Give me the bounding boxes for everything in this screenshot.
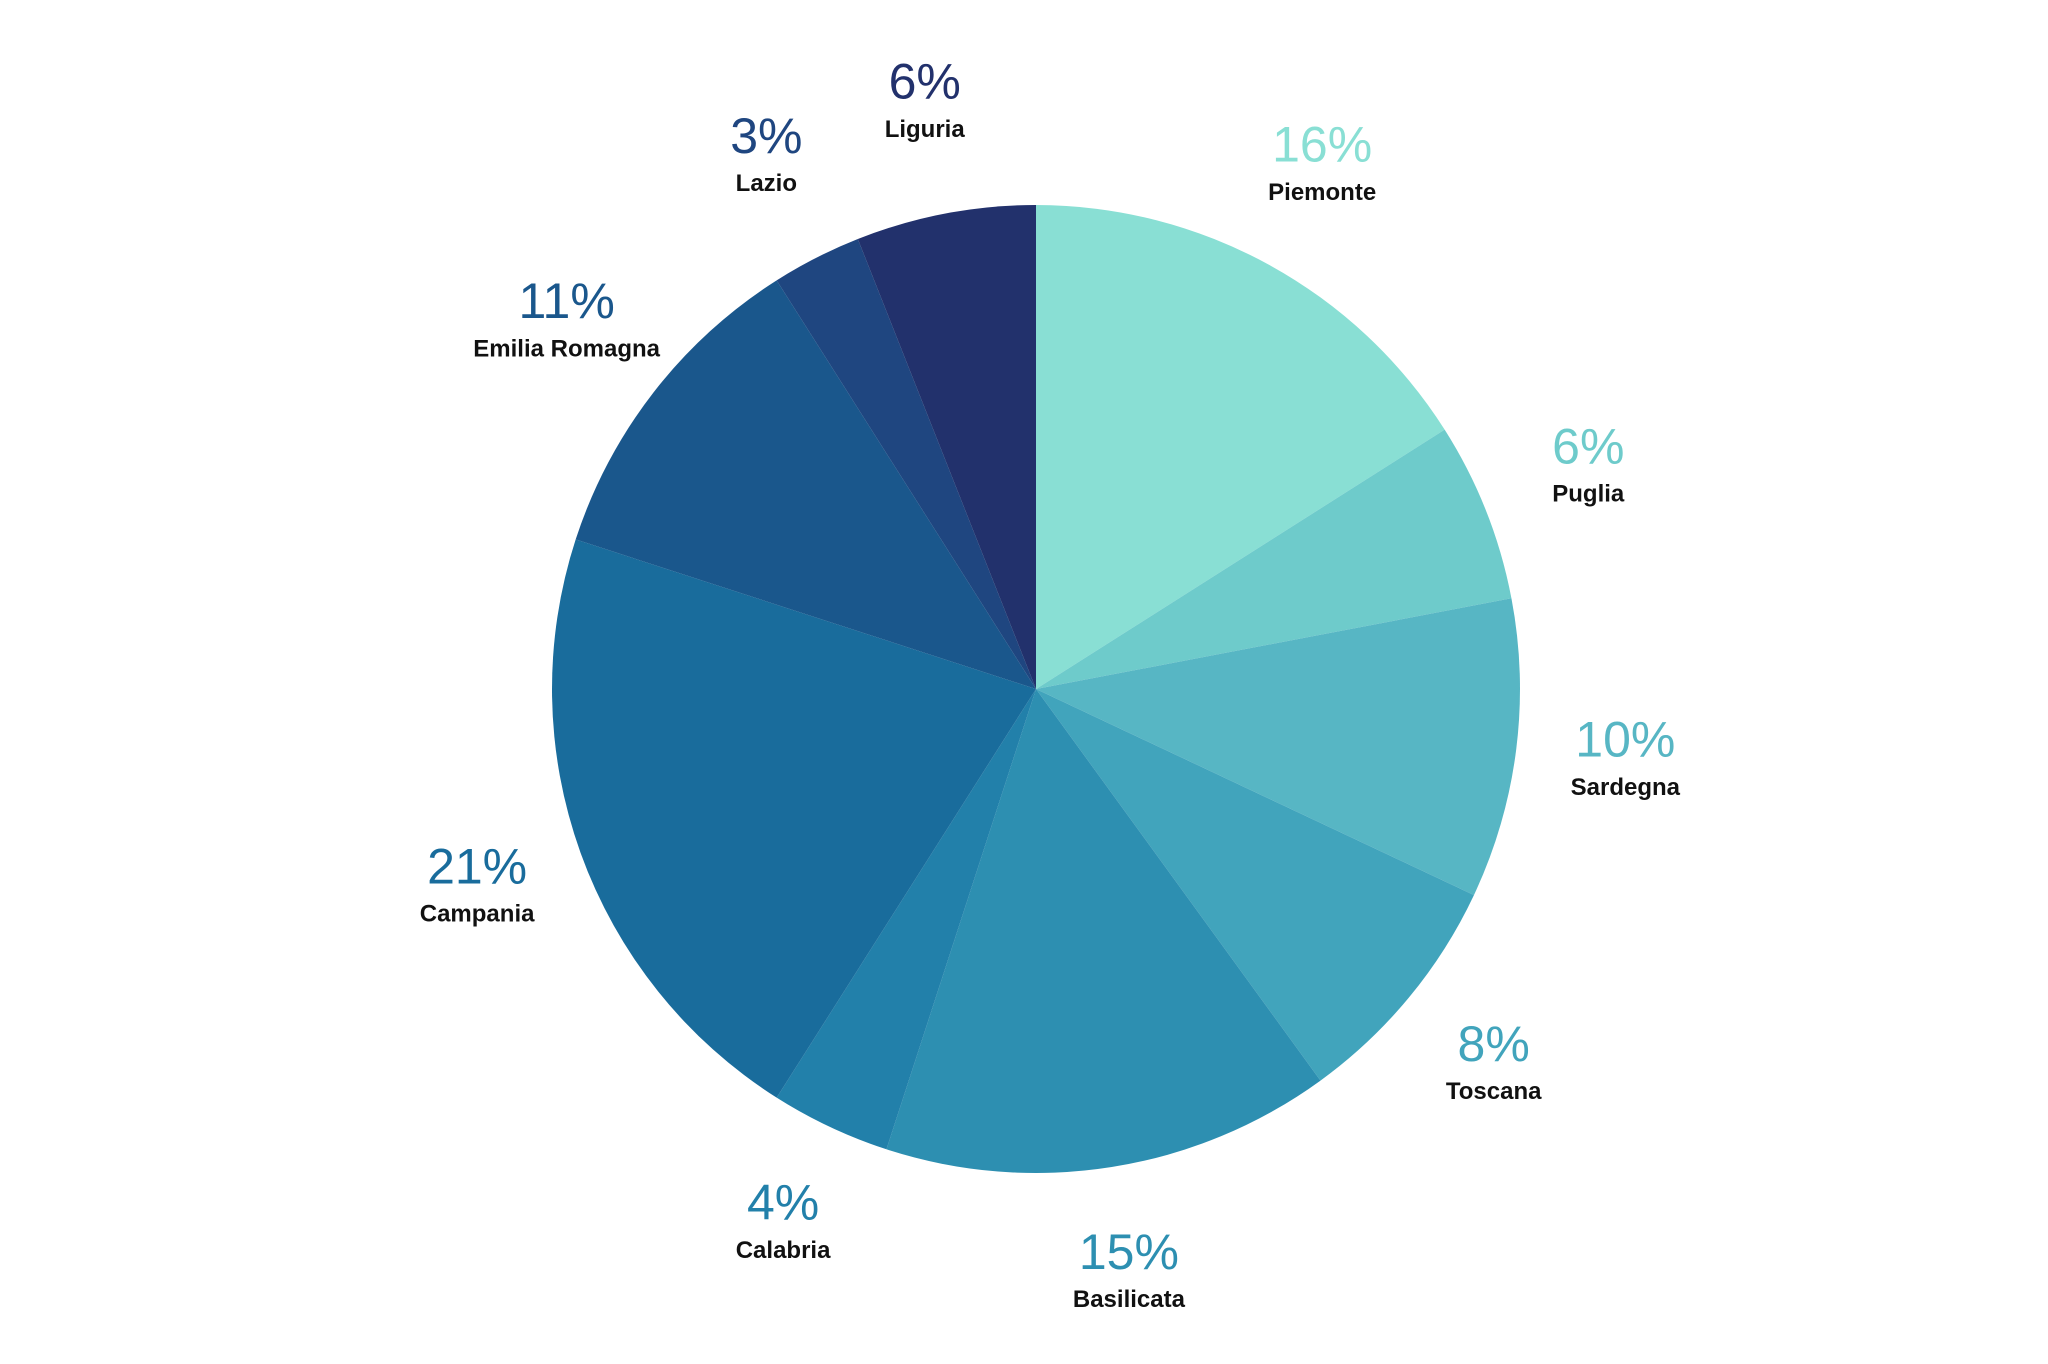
- pie-slice: [552, 539, 1036, 1098]
- value-label: 3%: [730, 108, 802, 164]
- slice-label: Sardegna: [1571, 774, 1681, 801]
- pie-slice: [1036, 205, 1445, 689]
- pie-slice: [857, 205, 1036, 689]
- value-label: 6%: [1552, 419, 1624, 475]
- pie-slice: [1036, 429, 1512, 689]
- slice-label: Basilicata: [1073, 1286, 1186, 1313]
- pie-slice: [776, 689, 1036, 1150]
- pie-slice: [886, 689, 1321, 1173]
- slice-label: Lazio: [736, 170, 797, 197]
- value-label: 4%: [747, 1175, 819, 1231]
- slice-label: Piemonte: [1268, 179, 1376, 206]
- slice-label: Liguria: [885, 116, 966, 143]
- value-label: 16%: [1272, 117, 1372, 173]
- value-label: 6%: [889, 54, 961, 110]
- slice-label: Emilia Romagna: [473, 335, 660, 362]
- value-label: 8%: [1458, 1016, 1530, 1072]
- pie-slice: [776, 238, 1036, 690]
- value-label: 10%: [1575, 712, 1675, 768]
- slice-label: Calabria: [736, 1237, 831, 1264]
- value-label: 15%: [1079, 1224, 1179, 1280]
- slice-label: Toscana: [1446, 1078, 1542, 1105]
- value-label: 21%: [427, 838, 527, 894]
- pie-slice: [575, 280, 1036, 689]
- pie-slice: [1036, 689, 1474, 1081]
- slice-label: Puglia: [1552, 481, 1625, 508]
- pie-slice: [1036, 598, 1520, 896]
- slice-label: Campania: [420, 901, 535, 928]
- value-label: 11%: [518, 273, 614, 329]
